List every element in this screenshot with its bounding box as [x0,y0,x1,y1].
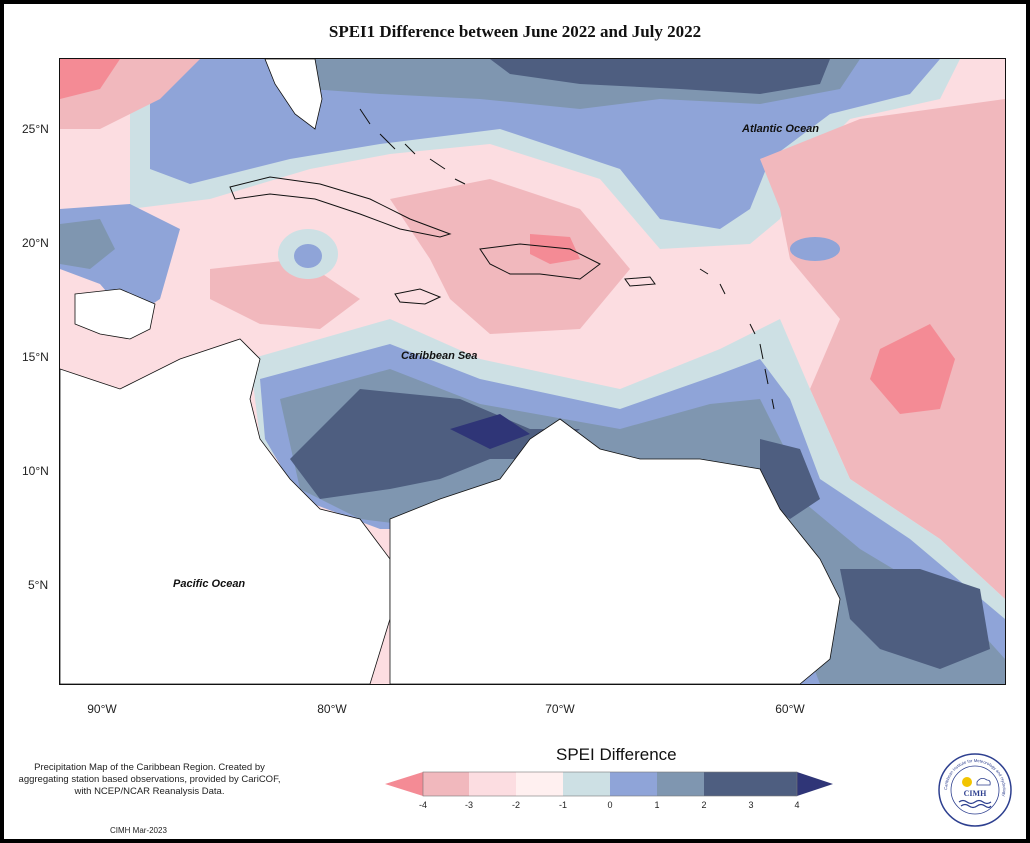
legend-tick: 4 [794,800,800,810]
caribbean-sea-label: Caribbean Sea [401,350,478,362]
spei-map [60,59,1005,684]
land-lesser-antilles [699,268,775,410]
legend-bin-1 [423,772,469,796]
land-hispaniola [479,243,601,280]
legend-bin-3 [516,772,563,796]
land-puerto-rico [624,276,656,287]
cloud-icon [976,778,991,786]
gulf-dark [60,219,115,269]
map-credit: CIMH Mar-2023 [110,826,167,835]
map-title: SPEI1 Difference between June 2022 and J… [328,22,702,41]
map-panel [59,58,1006,685]
lat-label-15n: 15°N [22,350,49,364]
legend-bin-6 [657,772,704,796]
legend-arrow-high [797,772,833,796]
wave-icon [960,803,992,809]
legend-tick: -1 [558,800,568,810]
land-bahamas [359,108,466,185]
north-dark-core [490,59,830,94]
guianas-navy [840,569,990,669]
legend-title: SPEI Difference [556,745,677,764]
east-red [870,324,955,414]
wave-icon [958,799,992,805]
legend-tick: 1 [654,800,660,810]
land-jamaica [394,288,442,305]
lon-label-90w: 90°W [87,702,117,716]
legend-bin-2 [469,772,516,796]
sun-icon [962,777,972,787]
land-cuba [229,176,452,238]
atlantic-ocean-label: Atlantic Ocean [742,123,820,135]
south-navy [290,389,580,499]
lat-label-5n: 5°N [28,578,49,592]
legend-tick: 0 [607,800,613,810]
legend-colorbar [385,771,833,797]
central-pink [210,259,360,329]
legend-tick: -3 [464,800,474,810]
central-red [530,234,580,264]
land-florida [264,59,323,130]
legend-tick: 3 [748,800,754,810]
nw-red [60,59,120,99]
legend-arrow-low [385,772,423,796]
lat-label-10n: 10°N [22,464,49,478]
central-pink-2 [390,179,630,334]
atlantic-blue-spot [790,237,840,261]
cayman-dot [294,244,322,268]
cimh-logo: CIMH Caribbean Institute for Meteorology… [938,753,1012,827]
legend-bin-5 [610,772,657,796]
lon-label-80w: 80°W [317,702,347,716]
pacific-ocean-label: Pacific Ocean [173,578,246,590]
legend-tick: -4 [418,800,428,810]
legend-outline [422,771,798,797]
legend-bin-4 [563,772,610,796]
land-central-america [60,338,391,684]
legend-tick: 2 [701,800,707,810]
legend-bin-7 [704,772,751,796]
land-south-america [389,418,841,684]
lon-label-70w: 70°W [545,702,575,716]
lat-label-25n: 25°N [22,122,49,136]
logo-text: CIMH [964,789,987,798]
lat-label-20n: 20°N [22,236,49,250]
legend-bin-8 [751,772,797,796]
land-yucatan [74,288,156,340]
lon-label-60w: 60°W [775,702,805,716]
south-darkest [450,414,530,449]
map-description: Precipitation Map of the Caribbean Regio… [18,762,281,797]
legend-tick: -2 [511,800,521,810]
